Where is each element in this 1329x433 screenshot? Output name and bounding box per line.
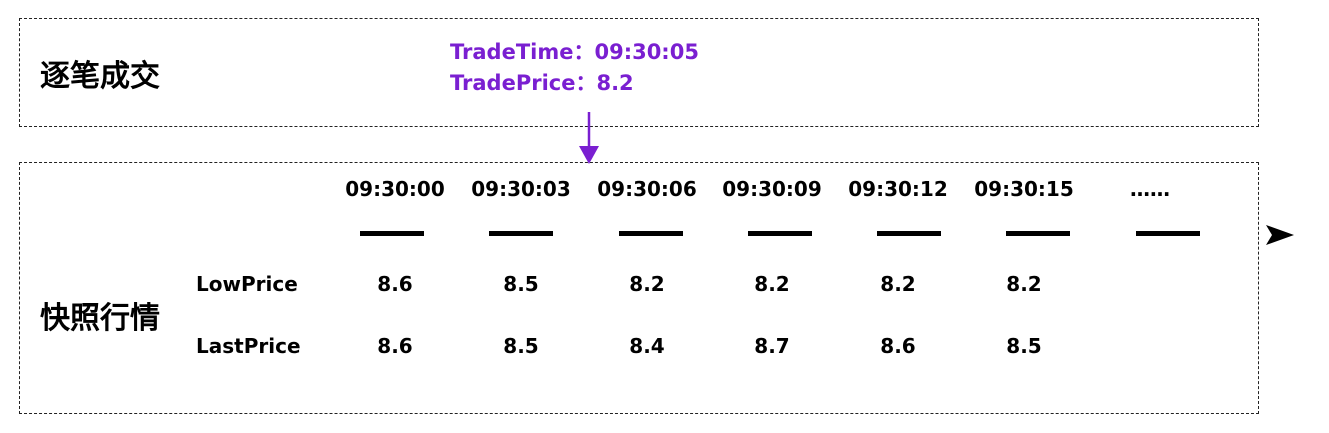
time-label: 09:30:03 [471, 177, 571, 201]
time-label: 09:30:00 [345, 177, 445, 201]
last-price-cell: 8.5 [503, 334, 539, 358]
snapshot-panel-box [19, 162, 1259, 414]
time-label: 09:30:12 [848, 177, 948, 201]
timeline-segment [619, 231, 683, 236]
last-price-cell: 8.5 [1006, 334, 1042, 358]
low-price-cell: 8.6 [377, 272, 413, 296]
time-label: 09:30:15 [974, 177, 1074, 201]
row-label-low-price: LowPrice [196, 272, 298, 296]
snapshot-panel-title: 快照行情 [40, 301, 160, 336]
timeline-segment [489, 231, 553, 236]
time-label: 09:30:06 [597, 177, 697, 201]
timeline-segment [877, 231, 941, 236]
low-price-cell: 8.2 [629, 272, 665, 296]
low-price-cell: 8.5 [503, 272, 539, 296]
last-price-cell: 8.4 [629, 334, 665, 358]
low-price-cell: 8.2 [754, 272, 790, 296]
time-label: …… [1130, 177, 1170, 201]
timeline-arrow-icon [1266, 225, 1294, 245]
timeline-segment [1136, 231, 1200, 236]
last-price-cell: 8.6 [377, 334, 413, 358]
trade-time-label: TradeTime：09:30:05 [450, 40, 699, 64]
timeline-segment [1006, 231, 1070, 236]
timeline-segment [360, 231, 424, 236]
last-price-cell: 8.7 [754, 334, 790, 358]
trade-panel-box [19, 18, 1259, 127]
row-label-last-price: LastPrice [196, 334, 301, 358]
time-label: 09:30:09 [722, 177, 822, 201]
last-price-cell: 8.6 [880, 334, 916, 358]
timeline-segment [748, 231, 812, 236]
trade-to-snapshot-arrow [579, 112, 599, 164]
low-price-cell: 8.2 [880, 272, 916, 296]
low-price-cell: 8.2 [1006, 272, 1042, 296]
trade-price-label: TradePrice：8.2 [450, 71, 634, 95]
trade-panel-title: 逐笔成交 [40, 59, 160, 94]
